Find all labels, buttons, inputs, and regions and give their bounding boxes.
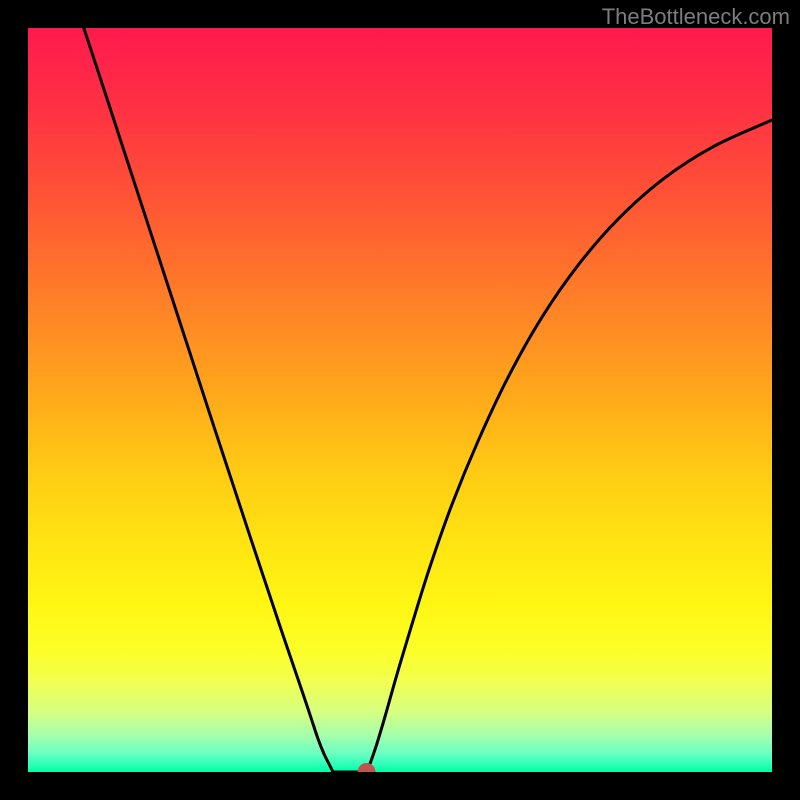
watermark-text: TheBottleneck.com bbox=[602, 4, 790, 30]
plot-area bbox=[28, 28, 772, 772]
chart-svg bbox=[28, 28, 772, 772]
chart-container: TheBottleneck.com bbox=[0, 0, 800, 800]
